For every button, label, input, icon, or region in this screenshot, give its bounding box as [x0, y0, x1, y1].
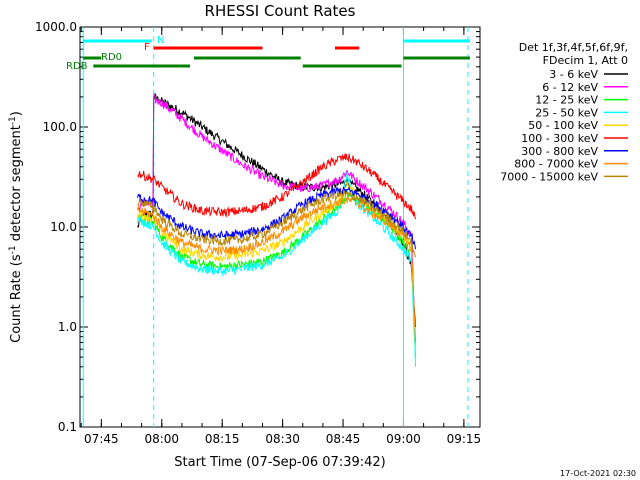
series-group — [137, 92, 416, 367]
y-label-sup: -1 — [8, 245, 18, 254]
legend-label: 6 - 12 keV — [542, 81, 598, 94]
y-tick-label: 1.0 — [58, 320, 77, 334]
x-tick-label: 08:15 — [205, 432, 240, 446]
legend-label: 12 - 25 keV — [535, 94, 598, 107]
legend-label: 25 - 50 keV — [535, 106, 598, 119]
y-tick-label: 10.0 — [50, 220, 77, 234]
series-line — [137, 189, 416, 358]
flag-label: RD0 — [101, 52, 122, 63]
x-tick-label: 09:15 — [447, 432, 482, 446]
y-axis: 0.1 1.0 10.0 100.0 1000.0 — [35, 20, 480, 434]
x-tick-label: 08:00 — [144, 432, 179, 446]
y-tick-label: 0.1 — [58, 420, 77, 434]
y-axis-label: Count Rate (s-1 detector segment-1) — [8, 111, 24, 343]
legend-label: 3 - 6 keV — [549, 68, 598, 81]
legend: Det 1f,3f,4f,5f,6f,9f, FDecim 1, Att 0 3… — [500, 41, 628, 183]
legend-label: 100 - 300 keV — [521, 132, 598, 145]
y-label-main: Count Rate (s — [9, 254, 24, 343]
y-tick-label: 100.0 — [43, 120, 77, 134]
chart-title: RHESSI Count Rates — [205, 2, 356, 20]
legend-label: 800 - 7000 keV — [514, 158, 598, 171]
series-line — [137, 189, 416, 258]
x-tick-label: 09:00 — [386, 432, 421, 446]
y-label-end: ) — [9, 111, 24, 116]
x-tick-label: 08:45 — [326, 432, 361, 446]
legend-header-2: FDecim 1, Att 0 — [543, 54, 628, 67]
flag-label: N — [157, 35, 164, 46]
x-axis-label: Start Time (07-Sep-06 07:39:42) — [174, 455, 385, 470]
series-line — [137, 153, 416, 220]
series-line — [137, 94, 416, 350]
flag-bars: NF RD0 RDB — [66, 35, 470, 72]
timestamp: 17-Oct-2021 02:30 — [560, 469, 636, 478]
legend-header-1: Det 1f,3f,4f,5f,6f,9f, — [519, 41, 628, 54]
series-line — [137, 92, 416, 328]
legend-label: 7000 - 15000 keV — [500, 170, 598, 183]
plot-frame — [79, 26, 481, 428]
x-tick-label: 08:30 — [265, 432, 300, 446]
x-tick-label: 07:45 — [84, 432, 119, 446]
legend-label: 300 - 800 keV — [521, 145, 598, 158]
y-label-sup2: -1 — [8, 116, 18, 125]
flag-label: RDB — [66, 61, 88, 72]
flag-label: F — [144, 42, 150, 53]
series-line — [137, 196, 416, 343]
y-tick-label: 1000.0 — [35, 20, 77, 34]
x-axis: 07:45 08:00 08:15 08:30 08:45 09:00 09:15 — [80, 27, 482, 446]
y-label-tail: detector segment — [9, 125, 24, 245]
legend-label: 50 - 100 keV — [528, 119, 598, 132]
